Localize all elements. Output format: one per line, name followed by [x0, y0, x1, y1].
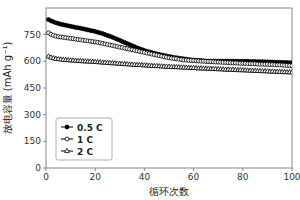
y-tick — [43, 34, 46, 35]
x-tick-label: 60 — [188, 172, 200, 182]
legend-box — [56, 118, 112, 160]
legend-label: 0.5 C — [77, 123, 103, 133]
y-tick-label: 300 — [24, 110, 41, 120]
point — [290, 70, 292, 74]
legend: 0.5 C 1 C 2 C — [56, 118, 112, 160]
plot-marks — [46, 18, 292, 74]
plot-frame — [46, 8, 292, 168]
x-tick — [95, 168, 96, 171]
y-tick — [43, 88, 46, 89]
y-tick — [43, 141, 46, 142]
series-line — [48, 33, 292, 66]
x-tick — [193, 168, 194, 171]
x-tick-label: 100 — [283, 172, 300, 182]
y-tick — [43, 168, 46, 169]
legend-marker — [65, 137, 69, 141]
legend-label: 1 C — [77, 135, 93, 145]
x-tick-label: 80 — [237, 172, 249, 182]
legend-marker — [65, 125, 69, 129]
chart: 0 20 40 60 80 100 0 150 300 450 600 750 循环次数 放电容量 (mA… — [0, 0, 300, 200]
y-axis-label: 放电容量 (mAh g⁻¹) — [2, 42, 13, 135]
y-tick-label: 0 — [35, 163, 41, 173]
series-line — [48, 20, 292, 63]
point — [290, 64, 292, 68]
y-tick-label: 150 — [24, 136, 41, 146]
y-tick — [43, 61, 46, 62]
x-tick — [242, 168, 243, 171]
y-tick-label: 750 — [24, 30, 41, 40]
x-tick-label: 20 — [89, 172, 101, 182]
y-tick — [43, 114, 46, 115]
x-tick — [144, 168, 145, 171]
x-tick — [292, 168, 293, 171]
y-tick-label: 450 — [24, 83, 41, 93]
legend-label: 2 C — [77, 147, 93, 157]
series-line — [48, 56, 292, 72]
x-tick-label: 0 — [43, 172, 49, 182]
x-axis-label: 循环次数 — [149, 186, 189, 197]
legend-marker — [65, 148, 70, 152]
y-tick-label: 600 — [24, 56, 41, 66]
x-tick-label: 40 — [139, 172, 151, 182]
